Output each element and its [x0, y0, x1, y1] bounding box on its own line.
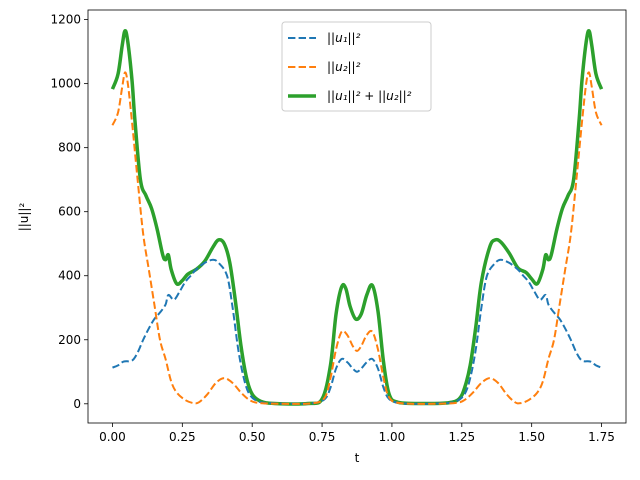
legend: ||u₁||² ||u₂||² ||u₁||² + ||u₂||²: [281, 21, 432, 112]
x-axis-ticks: 0.00 0.25 0.50 0.75 1.00 1.25 1.50 1.75: [99, 423, 615, 444]
legend-box: [281, 21, 432, 112]
x-axis-label: t: [355, 451, 360, 465]
y-tick-label: 0: [73, 397, 81, 411]
plot-frame: [87, 9, 627, 424]
x-tick-label: 0.00: [99, 430, 126, 444]
y-tick-label: 400: [58, 269, 81, 283]
y-tick-label: 1000: [50, 77, 81, 91]
y-tick-label: 200: [58, 333, 81, 347]
legend-label-u2: ||u₂||²: [327, 60, 361, 74]
x-tick-label: 1.25: [448, 430, 475, 444]
y-axis-label: ||u||²: [17, 203, 31, 232]
x-tick-label: 0.50: [239, 430, 266, 444]
series-line-sum: [110, 29, 604, 406]
x-tick-label: 1.00: [379, 430, 406, 444]
series-layer: [110, 29, 604, 406]
legend-label-sum: ||u₁||² + ||u₂||²: [327, 89, 412, 103]
x-tick-label: 0.75: [309, 430, 336, 444]
series-line-u2: [111, 71, 603, 405]
y-tick-label: 1200: [50, 13, 81, 27]
series-line-u1: [112, 258, 602, 405]
y-tick-label: 800: [58, 141, 81, 155]
y-tick-label: 600: [58, 205, 81, 219]
legend-label-u1: ||u₁||²: [327, 31, 361, 45]
x-tick-label: 1.75: [588, 430, 615, 444]
x-tick-label: 0.25: [169, 430, 196, 444]
y-axis-ticks: 0 200 400 600 800 1000 1200: [50, 13, 88, 411]
x-tick-label: 1.50: [518, 430, 545, 444]
